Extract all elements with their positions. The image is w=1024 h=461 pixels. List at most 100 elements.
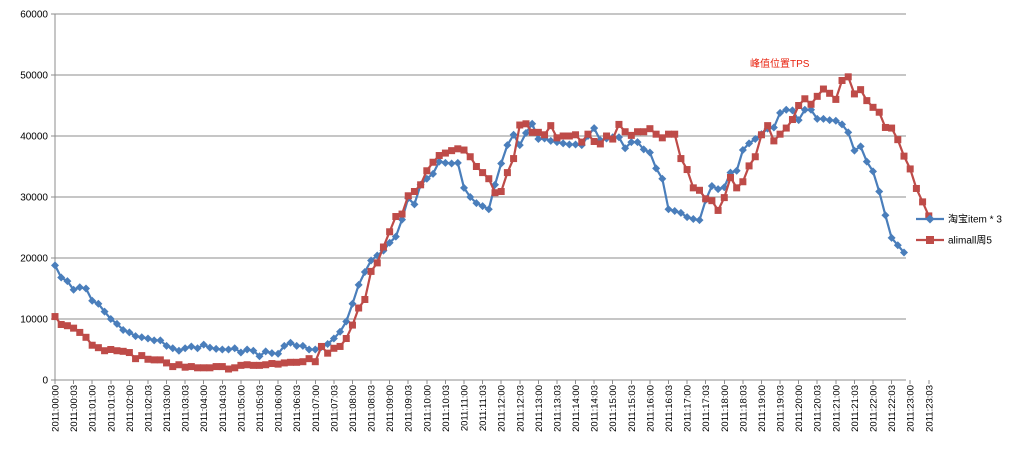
legend-label: alimall周5 bbox=[948, 235, 992, 247]
data-point bbox=[794, 116, 803, 125]
data-point bbox=[652, 130, 660, 138]
data-point bbox=[491, 189, 499, 197]
data-point bbox=[404, 192, 412, 200]
data-point bbox=[565, 132, 573, 140]
data-point bbox=[311, 358, 319, 366]
data-point bbox=[168, 344, 177, 353]
data-point bbox=[113, 347, 121, 355]
data-point bbox=[175, 361, 183, 369]
data-point bbox=[850, 90, 858, 98]
data-point bbox=[676, 208, 685, 217]
data-point bbox=[132, 355, 140, 363]
x-tick-label: 2011:03:00 bbox=[162, 385, 173, 432]
data-point bbox=[448, 147, 456, 155]
data-point bbox=[677, 155, 685, 163]
data-point bbox=[125, 349, 133, 357]
x-tick-label: 2011:00:00 bbox=[51, 385, 62, 432]
legend: 淘宝item * 3 alimall周5 bbox=[916, 213, 1002, 247]
legend-item: 淘宝item * 3 bbox=[916, 213, 1002, 226]
x-tick-label: 2011:18:03 bbox=[738, 385, 749, 432]
data-point bbox=[819, 114, 828, 123]
data-point bbox=[770, 137, 778, 145]
data-point bbox=[888, 124, 896, 132]
data-point bbox=[559, 139, 568, 148]
data-point bbox=[838, 120, 847, 129]
data-point bbox=[299, 358, 307, 366]
data-point bbox=[143, 334, 152, 343]
x-tick-label: 2011:19:03 bbox=[776, 385, 787, 432]
data-point bbox=[138, 352, 146, 360]
x-tick-label: 2011:16:03 bbox=[664, 385, 675, 432]
data-point bbox=[137, 333, 146, 342]
data-point bbox=[720, 194, 728, 202]
data-point bbox=[94, 344, 102, 352]
data-point bbox=[236, 348, 245, 357]
data-point bbox=[305, 355, 313, 363]
data-point bbox=[447, 159, 456, 168]
data-point bbox=[751, 135, 760, 144]
data-point bbox=[460, 183, 469, 192]
data-point bbox=[578, 138, 586, 146]
data-point bbox=[689, 184, 697, 192]
data-point bbox=[665, 130, 673, 138]
data-point bbox=[503, 141, 512, 150]
peak-annotation: 峰值位置TPS bbox=[750, 57, 810, 70]
y-tick-label: 30000 bbox=[20, 193, 48, 204]
data-point bbox=[689, 214, 698, 223]
x-tick-label: 2011:15:03 bbox=[627, 385, 638, 432]
data-point bbox=[528, 119, 537, 128]
data-point bbox=[478, 202, 487, 211]
data-point bbox=[200, 364, 208, 372]
data-point bbox=[329, 334, 338, 343]
data-point bbox=[249, 361, 257, 369]
data-point bbox=[869, 167, 878, 176]
data-point bbox=[838, 76, 846, 84]
data-point bbox=[801, 95, 809, 103]
data-point bbox=[671, 130, 679, 138]
data-point bbox=[485, 175, 493, 183]
data-point bbox=[125, 328, 134, 337]
data-point bbox=[640, 128, 648, 136]
data-point bbox=[268, 360, 276, 368]
x-tick-label: 2011:00:03 bbox=[69, 385, 80, 432]
data-point bbox=[342, 335, 350, 343]
data-point bbox=[652, 164, 661, 173]
data-point bbox=[714, 206, 722, 214]
x-tick-label: 2011:07:00 bbox=[311, 385, 322, 432]
series-layer bbox=[51, 73, 933, 373]
data-point bbox=[293, 358, 301, 366]
data-point bbox=[225, 365, 233, 373]
data-point bbox=[900, 248, 908, 257]
data-point bbox=[912, 184, 920, 192]
data-point bbox=[360, 268, 369, 277]
data-point bbox=[429, 169, 438, 178]
data-point bbox=[584, 130, 592, 138]
data-point bbox=[881, 123, 889, 131]
data-point bbox=[751, 153, 759, 161]
data-point bbox=[156, 356, 164, 364]
data-point bbox=[621, 128, 629, 136]
series-2 bbox=[51, 73, 933, 373]
data-point bbox=[670, 207, 679, 216]
data-point bbox=[559, 132, 567, 140]
y-tick-label: 20000 bbox=[20, 254, 48, 265]
x-tick-label: 2011:20:03 bbox=[813, 385, 824, 432]
data-point bbox=[75, 283, 84, 292]
data-point bbox=[707, 182, 716, 191]
data-point bbox=[323, 340, 332, 349]
data-point bbox=[298, 341, 307, 350]
series-1 bbox=[51, 105, 908, 361]
data-point bbox=[571, 140, 580, 149]
data-point bbox=[94, 299, 103, 308]
data-point bbox=[919, 198, 927, 206]
data-point bbox=[615, 120, 623, 128]
data-point bbox=[441, 158, 450, 167]
data-point bbox=[509, 130, 518, 139]
x-tick-label: 2011:23:03 bbox=[924, 385, 935, 432]
data-point bbox=[510, 155, 518, 163]
x-tick-label: 2011:14:03 bbox=[590, 385, 601, 432]
data-point bbox=[844, 73, 852, 81]
data-point bbox=[194, 364, 202, 372]
data-point bbox=[237, 361, 245, 369]
data-point bbox=[348, 321, 356, 329]
